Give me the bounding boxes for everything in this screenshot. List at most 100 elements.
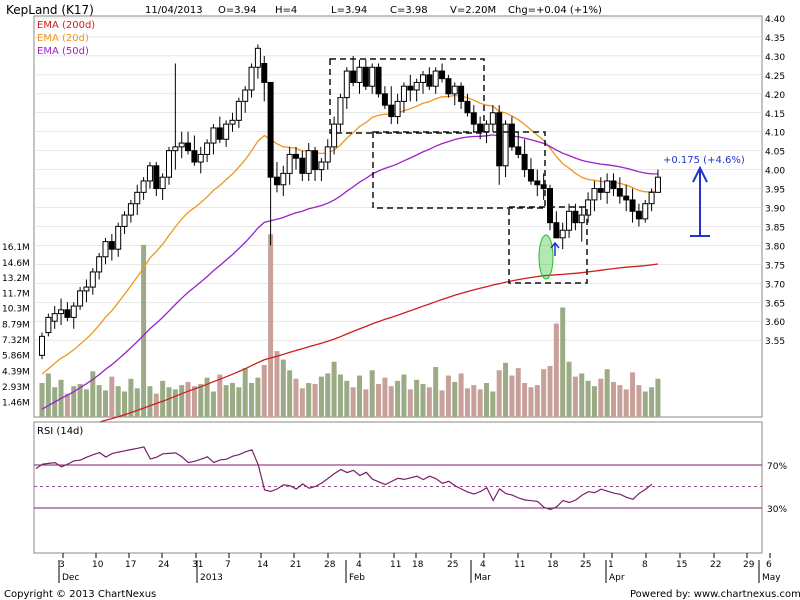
volume-bar — [134, 388, 140, 417]
copyright-text: Copyright © 2013 ChartNexus — [4, 589, 156, 600]
volume-bar — [249, 383, 255, 417]
candle-body — [210, 127, 217, 144]
volume-tick-label: 16.1M — [2, 243, 30, 253]
month-label: 2013 — [200, 573, 223, 583]
target-arrow-icon — [690, 165, 710, 237]
candle-body — [261, 62, 268, 83]
x-tick-label: 18 — [547, 560, 559, 570]
volume-bar — [318, 376, 324, 417]
candle-body — [293, 153, 299, 159]
price-tick-label: 3.70 — [765, 280, 785, 290]
volume-bar — [287, 370, 293, 417]
candle-body — [299, 157, 306, 174]
candle-body — [547, 188, 553, 224]
price-tick-label: 3.65 — [765, 299, 785, 309]
volume-bar — [198, 384, 204, 417]
candle-body — [356, 66, 363, 83]
volume-bar — [445, 375, 451, 417]
volume-bar — [522, 383, 528, 417]
price-tick-label: 4.40 — [765, 15, 785, 25]
x-tick-label: 31 — [192, 560, 203, 570]
rsi-label: RSI (14d) — [37, 426, 83, 437]
ema200-line — [41, 263, 658, 435]
volume-bar — [331, 361, 337, 417]
volume-bar — [191, 386, 197, 417]
candle-body — [578, 214, 585, 224]
rsi-tick-label: 70% — [767, 462, 787, 472]
volume-bar — [579, 373, 585, 417]
volume-bar — [230, 383, 235, 417]
volume-bar — [458, 373, 464, 417]
volume-bar — [604, 369, 610, 417]
volume-bar — [103, 390, 108, 417]
volume-bar — [325, 373, 331, 417]
volume-tick-label: 13.2M — [2, 274, 30, 284]
candle-body — [172, 146, 179, 152]
candle-body — [286, 153, 293, 174]
candle-body — [331, 123, 338, 148]
volume-bar — [172, 389, 178, 417]
price-tick-label: 4.00 — [765, 167, 785, 177]
volume-bar — [452, 381, 458, 417]
volume-bar — [96, 385, 102, 417]
volume-bar — [376, 384, 382, 417]
price-tick-label: 3.75 — [765, 261, 785, 271]
x-tick-label: 3 — [59, 560, 65, 570]
volume-bar — [617, 385, 623, 417]
volume-bar — [388, 386, 394, 417]
candle-body — [616, 188, 623, 197]
candle-body — [426, 74, 433, 87]
volume-bar — [401, 374, 407, 417]
volume-bar — [477, 389, 483, 417]
candle-body — [178, 142, 185, 148]
candle-body — [623, 195, 630, 201]
price-tick-label: 3.55 — [765, 337, 785, 347]
candle-body — [610, 180, 617, 190]
candle-body — [496, 112, 503, 167]
volume-bar — [306, 383, 312, 417]
volume-tick-label: 8.79M — [2, 321, 30, 331]
low-value: L=3.94 — [331, 5, 367, 16]
candle-body — [242, 89, 249, 102]
x-axis: 3 10 17 24 31 7 14 21 28 4 11 18 25 4 11 18 25 1 8 15 22 29 6D… — [58, 553, 781, 583]
volume-bar — [636, 385, 642, 417]
volume-bar — [541, 369, 547, 417]
volume-bar — [407, 389, 413, 417]
x-tick-label: 8 — [642, 560, 648, 570]
volume-bar — [496, 370, 502, 417]
volume-tick-label: 1.46M — [2, 398, 30, 408]
dashed-box-bottom — [508, 206, 588, 284]
volume-bar — [534, 385, 540, 417]
candle-body — [439, 70, 446, 80]
candle-body — [420, 74, 426, 83]
candle-body — [121, 214, 128, 227]
price-tick-label: 3.85 — [765, 223, 785, 233]
volume-bar — [528, 387, 534, 417]
ema50-line — [41, 134, 658, 410]
candle-body — [642, 203, 649, 220]
volume-bar — [185, 381, 191, 417]
volume-bar — [623, 389, 629, 417]
candle-body — [146, 165, 153, 182]
volume-bar — [382, 377, 388, 417]
volume-bar — [122, 391, 128, 417]
close-value: C=3.98 — [390, 5, 428, 16]
candle-body — [312, 150, 319, 171]
small-up-arrow — [550, 241, 560, 256]
volume-tick-label: 5.86M — [2, 352, 30, 362]
candle-body — [77, 290, 84, 307]
candle-body — [508, 123, 515, 148]
volume-value: V=2.20M — [450, 5, 496, 16]
date-label: 11/04/2013 — [145, 5, 203, 16]
candle-body — [273, 176, 280, 186]
open-value: O=3.94 — [218, 5, 257, 16]
x-tick-label: 24 — [158, 560, 170, 570]
x-tick-label: 21 — [290, 560, 301, 570]
month-label: Apr — [609, 573, 625, 583]
high-value: H=4 — [275, 5, 297, 16]
volume-bar — [179, 385, 185, 417]
candle-body — [166, 150, 172, 178]
x-tick-label: 28 — [324, 560, 336, 570]
x-tick-label: 10 — [92, 560, 104, 570]
